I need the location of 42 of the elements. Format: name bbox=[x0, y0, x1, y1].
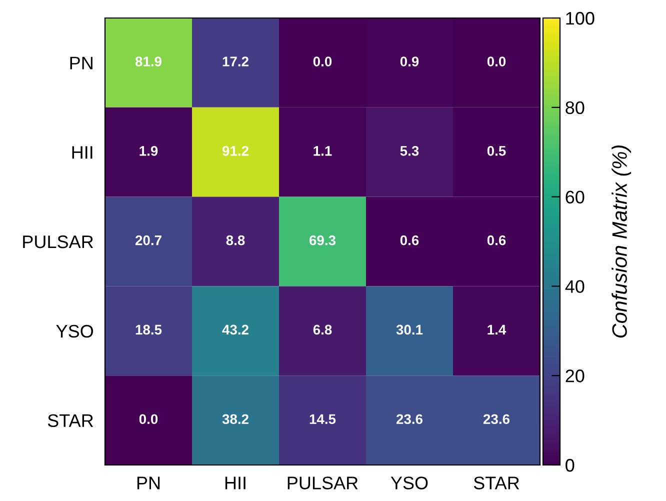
y-tick-label: STAR bbox=[48, 414, 94, 428]
data-label: 23.6 bbox=[396, 414, 423, 424]
y-tick-label: YSO bbox=[56, 324, 94, 338]
x-tick-label: STAR bbox=[474, 476, 520, 490]
color-bar-label: 20 bbox=[566, 370, 584, 382]
data-label: 0.5 bbox=[487, 146, 506, 156]
data-label: 20.7 bbox=[135, 235, 162, 246]
data-label: 0.0 bbox=[139, 414, 158, 424]
data-label: 43.2 bbox=[222, 324, 248, 335]
data-label: 81.9 bbox=[135, 56, 162, 66]
color-bar-title: Confusion Matrix (%) bbox=[612, 145, 632, 338]
data-label: 0.9 bbox=[400, 56, 419, 66]
data-label: 23.6 bbox=[483, 414, 510, 424]
data-label: 14.5 bbox=[310, 414, 336, 424]
y-tick-label: HII bbox=[72, 146, 92, 159]
color-bar-label: 40 bbox=[565, 280, 584, 293]
data-label: 0.6 bbox=[487, 235, 506, 246]
x-tick-label: YSO bbox=[390, 476, 428, 490]
data-label: 18.5 bbox=[136, 324, 162, 335]
data-label: 0.0 bbox=[487, 56, 506, 66]
data-label: 0.0 bbox=[313, 56, 332, 66]
data-label: 91.2 bbox=[222, 146, 248, 156]
color-bar-label: 100 bbox=[566, 12, 594, 25]
data-label: 0.6 bbox=[400, 235, 419, 246]
x-tick-label: PULSAR bbox=[288, 476, 358, 490]
data-label: 8.8 bbox=[226, 235, 245, 246]
data-label: 1.4 bbox=[488, 324, 506, 334]
data-label: 38.2 bbox=[222, 414, 248, 424]
data-label: 1.1 bbox=[314, 146, 332, 156]
data-label: 6.8 bbox=[313, 324, 332, 335]
x-tick-label: PN bbox=[137, 476, 160, 490]
x-tick-label: HII bbox=[225, 476, 246, 490]
data-label: 5.3 bbox=[400, 146, 419, 156]
color-bar-label: 60 bbox=[566, 190, 584, 204]
y-tick-label: PULSAR bbox=[23, 235, 94, 248]
color-bar-label: 80 bbox=[566, 101, 584, 114]
data-label: 30.1 bbox=[396, 324, 423, 335]
data-label: 69.3 bbox=[309, 235, 336, 246]
y-tick-label: PN bbox=[70, 56, 92, 70]
data-label: 17.2 bbox=[222, 56, 248, 66]
data-label: 1.9 bbox=[140, 146, 158, 156]
color-bar-label: 0 bbox=[566, 458, 574, 472]
